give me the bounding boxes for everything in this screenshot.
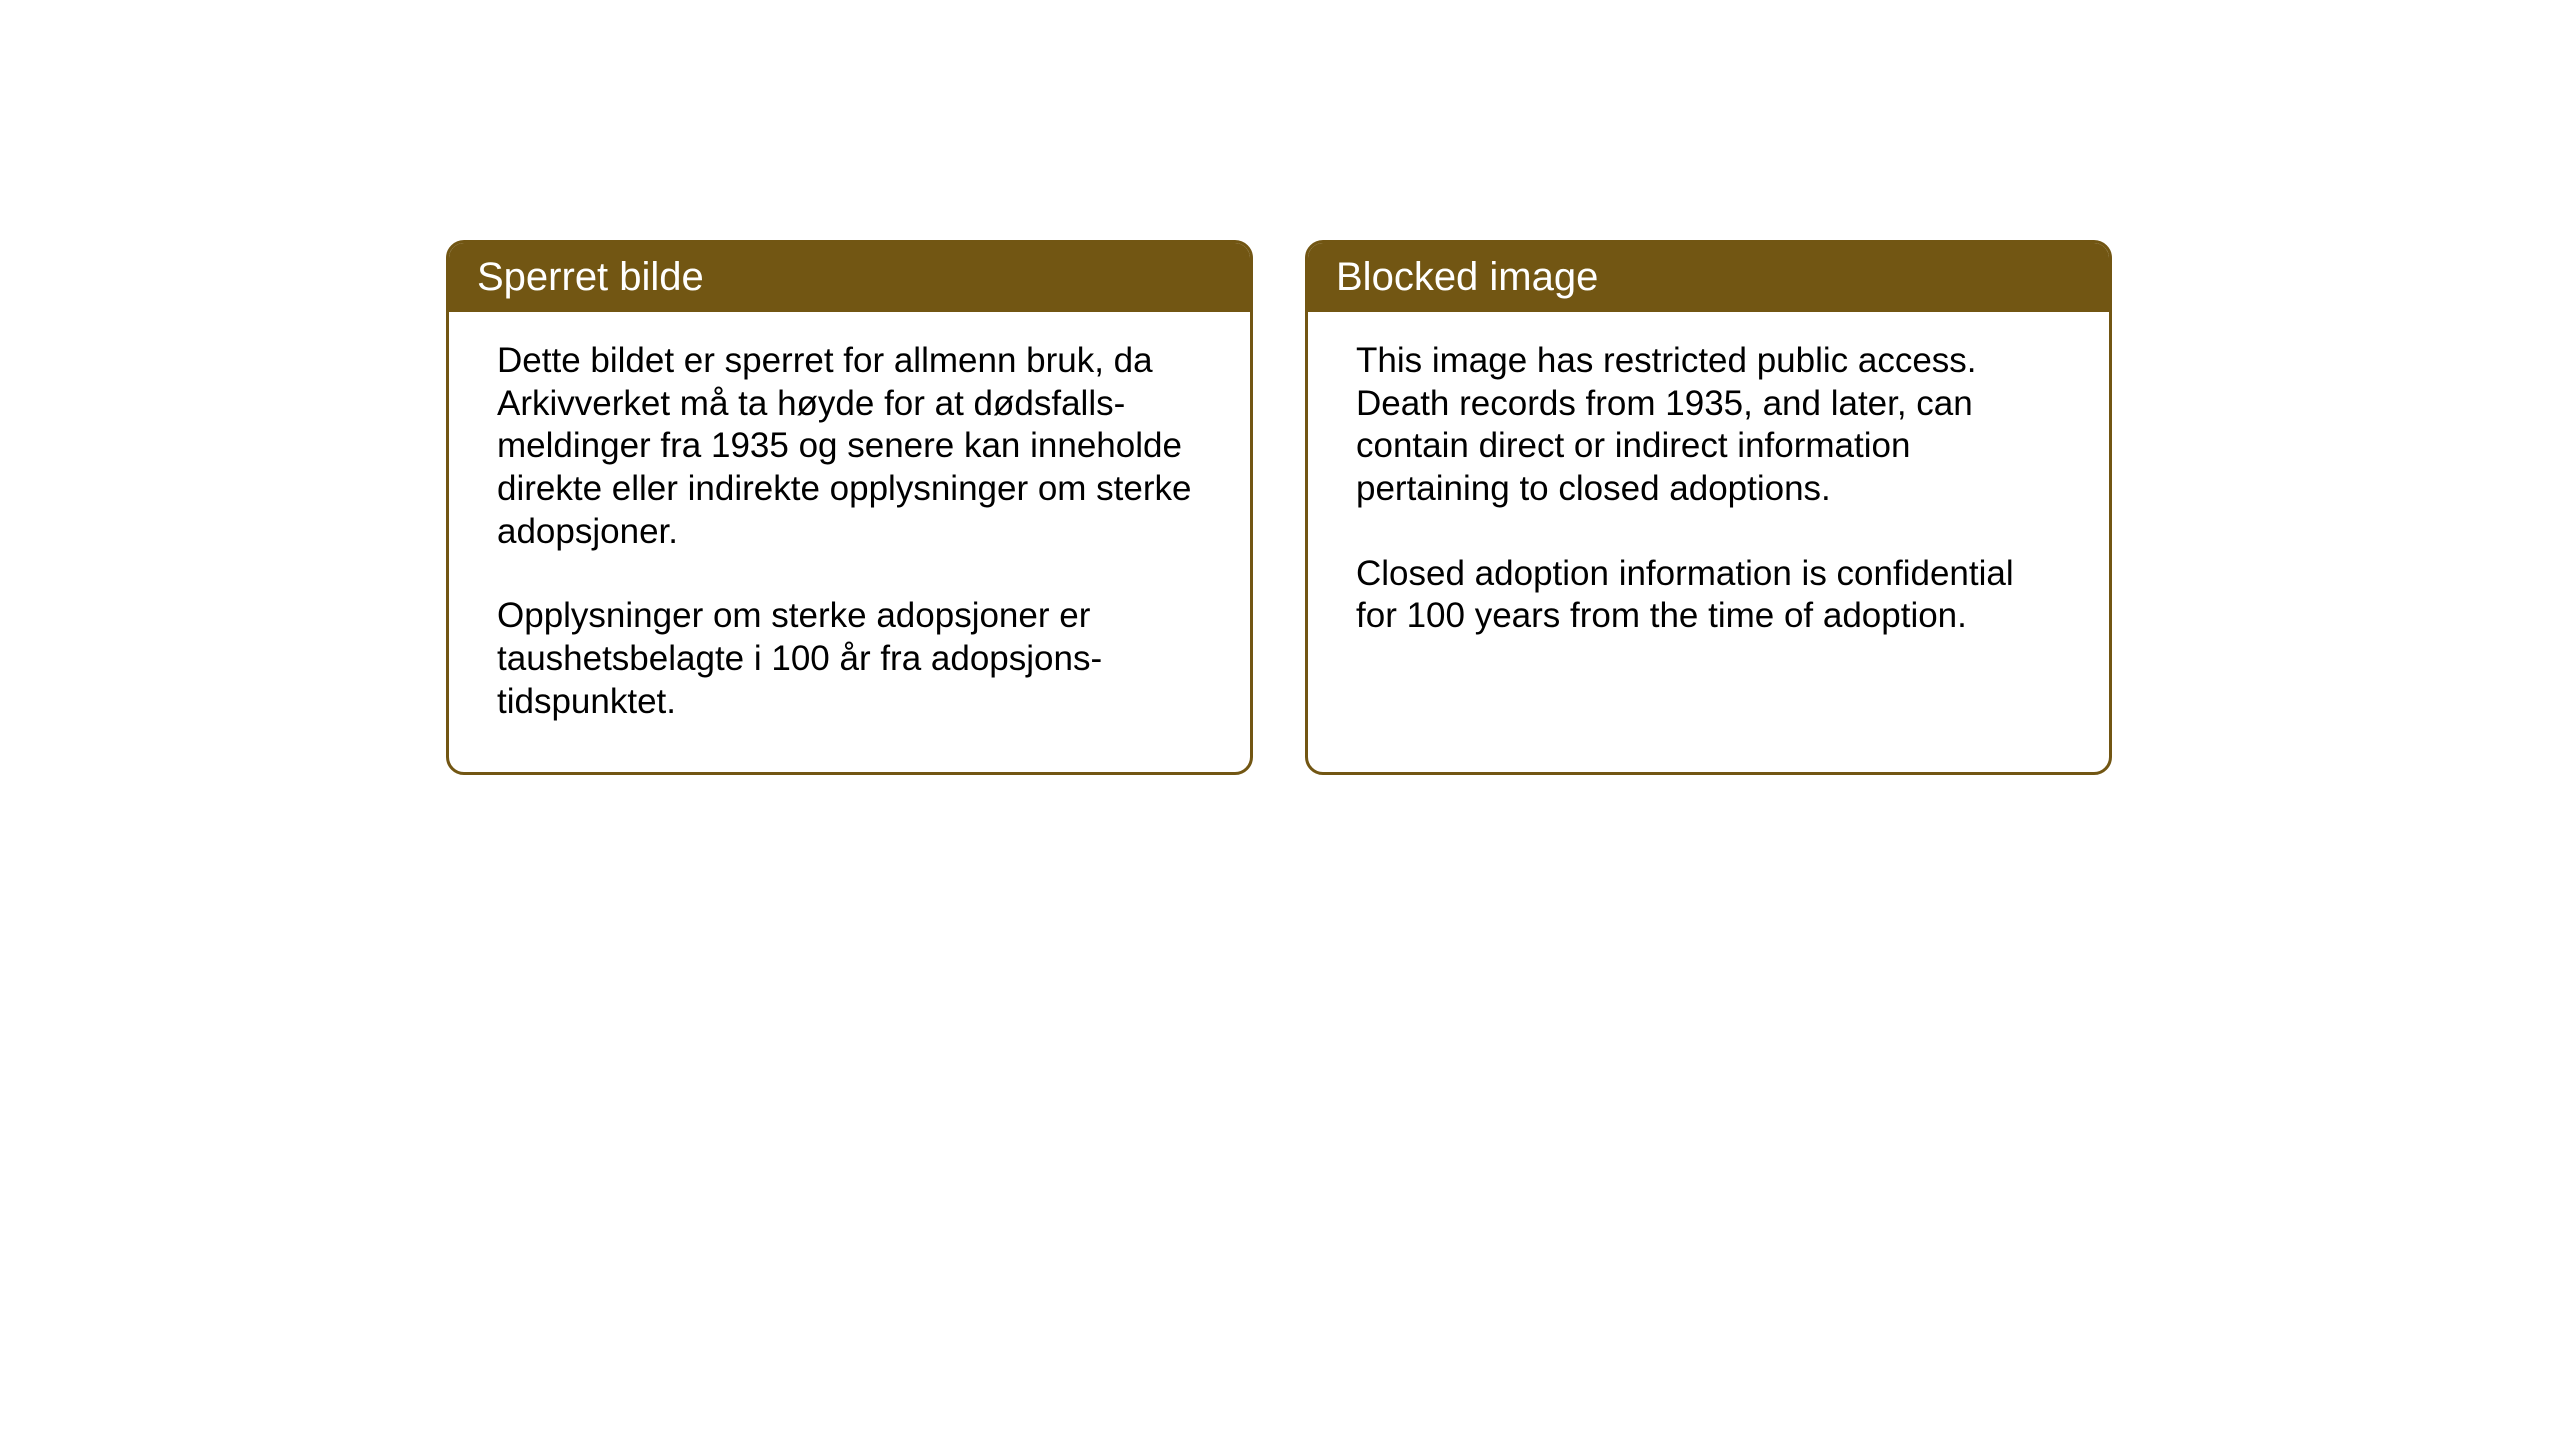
norwegian-paragraph-2: Opplysninger om sterke adopsjoner er tau… <box>497 595 1202 723</box>
english-notice-card: Blocked image This image has restricted … <box>1305 240 2112 775</box>
norwegian-paragraph-1: Dette bildet er sperret for allmenn bruk… <box>497 340 1202 553</box>
english-card-title: Blocked image <box>1308 243 2109 312</box>
norwegian-notice-card: Sperret bilde Dette bildet er sperret fo… <box>446 240 1253 775</box>
norwegian-card-body: Dette bildet er sperret for allmenn bruk… <box>449 312 1250 772</box>
norwegian-card-title: Sperret bilde <box>449 243 1250 312</box>
english-paragraph-1: This image has restricted public access.… <box>1356 340 2061 511</box>
english-card-body: This image has restricted public access.… <box>1308 312 2109 686</box>
notice-container: Sperret bilde Dette bildet er sperret fo… <box>446 240 2112 775</box>
english-paragraph-2: Closed adoption information is confident… <box>1356 553 2061 638</box>
